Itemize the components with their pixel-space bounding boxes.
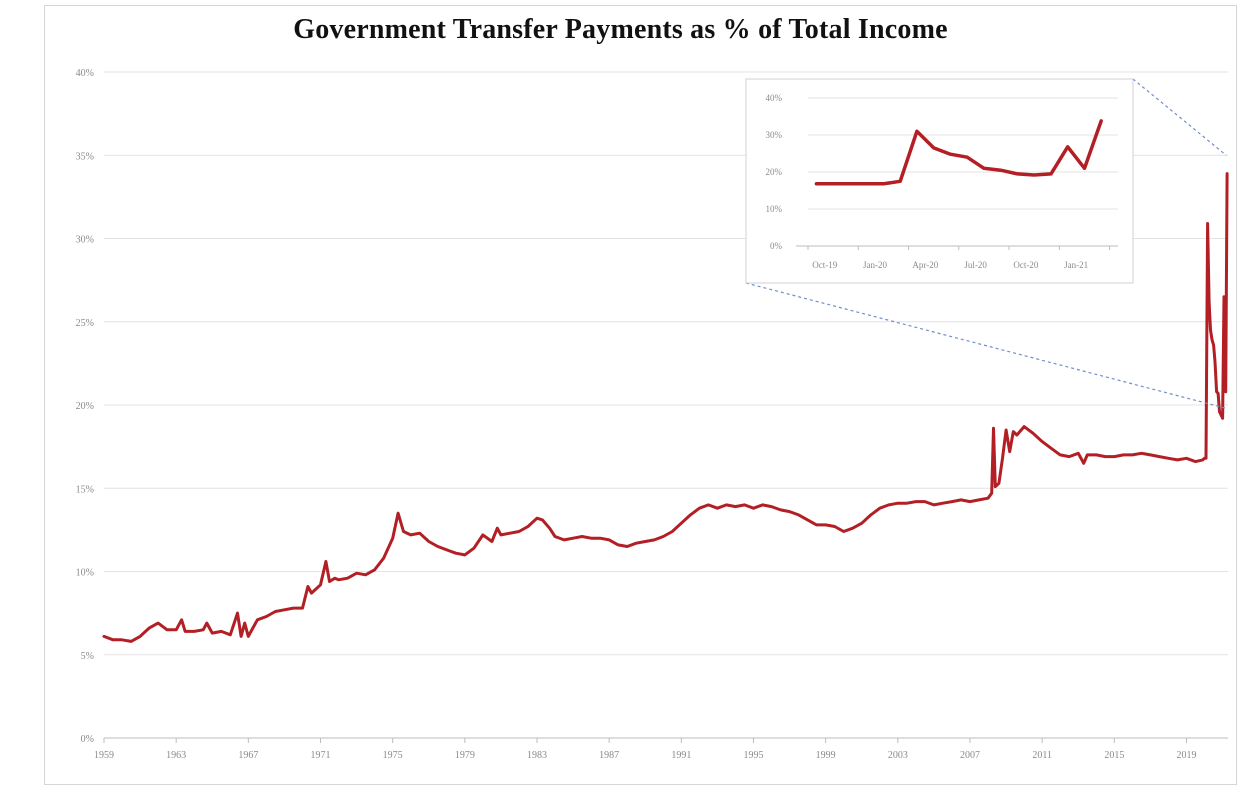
- inset-series-line: [814, 119, 1103, 186]
- inset-x-tick-label: Jan-21: [1064, 260, 1088, 270]
- callout-line-top: [1132, 78, 1227, 156]
- x-tick-label: 1983: [527, 750, 547, 761]
- inset-x-tick-label: Oct-19: [812, 260, 837, 270]
- y-tick-label: 20%: [76, 401, 94, 412]
- y-tick-label: 10%: [76, 568, 94, 579]
- series-line: [102, 172, 1229, 643]
- inset-x-tick-label: Jul-20: [964, 260, 987, 270]
- x-tick-label: 1999: [816, 750, 836, 761]
- x-tick-label: 2015: [1104, 750, 1124, 761]
- callout-line-bottom: [745, 282, 1227, 409]
- inset-y-tick-label: 20%: [766, 167, 783, 177]
- main-x-tick-labels: 1959 1963 1967 1971 1975 1979 1983 1987 1991 1995…: [94, 750, 1197, 761]
- main-series: [102, 172, 1229, 643]
- y-tick-label: 15%: [76, 484, 94, 495]
- y-tick-label: 5%: [81, 651, 94, 662]
- x-tick-label: 1987: [599, 750, 619, 761]
- x-tick-label: 1991: [671, 750, 691, 761]
- x-tick-label: 2007: [960, 750, 980, 761]
- inset-x-tick-label: Oct-20: [1013, 260, 1038, 270]
- chart-title: Government Transfer Payments as % of Tot…: [293, 14, 948, 45]
- x-tick-label: 1959: [94, 750, 114, 761]
- x-tick-label: 1971: [311, 750, 331, 761]
- y-tick-label: 25%: [76, 318, 94, 329]
- x-tick-label: 2003: [888, 750, 908, 761]
- main-axes: [103, 737, 1228, 743]
- y-tick-label: 30%: [76, 235, 94, 246]
- inset-callout-lines: [745, 78, 1227, 409]
- x-tick-label: 1967: [238, 750, 258, 761]
- x-tick-label: 1995: [744, 750, 764, 761]
- x-tick-label: 2011: [1032, 750, 1052, 761]
- inset-box: [745, 78, 1134, 284]
- x-tick-label: 2019: [1177, 750, 1197, 761]
- inset-y-tick-label: 10%: [766, 204, 783, 214]
- inset-y-tick-label: 40%: [766, 93, 783, 103]
- y-tick-label: 0%: [81, 734, 94, 745]
- y-tick-label: 40%: [76, 68, 94, 79]
- inset-y-tick-label: 30%: [766, 130, 783, 140]
- x-tick-label: 1963: [166, 750, 186, 761]
- y-tick-label: 35%: [76, 151, 94, 162]
- inset-y-tick-label: 0%: [770, 241, 783, 251]
- inset-x-tick-label: Jan-20: [863, 260, 887, 270]
- inset-chart: 0% 10% 20% 30% 40% Oct-19 Jan-20 Apr-20 Jul-20 Oc…: [745, 78, 1134, 284]
- x-tick-label: 1979: [455, 750, 475, 761]
- main-y-tick-labels: 0% 5% 10% 15% 20% 25% 30% 35% 40%: [76, 68, 94, 745]
- inset-x-tick-label: Apr-20: [912, 260, 938, 270]
- x-tick-label: 1975: [383, 750, 403, 761]
